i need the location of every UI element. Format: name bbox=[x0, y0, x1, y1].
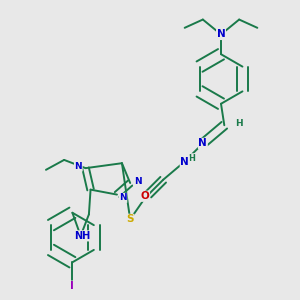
Text: H: H bbox=[236, 119, 243, 128]
Text: S: S bbox=[126, 214, 134, 224]
Text: N: N bbox=[119, 194, 127, 202]
Text: N: N bbox=[217, 29, 225, 39]
Text: H: H bbox=[188, 154, 195, 163]
Text: N: N bbox=[199, 138, 207, 148]
Text: NH: NH bbox=[74, 231, 90, 241]
Text: I: I bbox=[70, 281, 74, 291]
Text: O: O bbox=[141, 191, 149, 201]
Text: N: N bbox=[74, 162, 82, 171]
Text: N: N bbox=[180, 157, 189, 166]
Text: N: N bbox=[134, 177, 141, 186]
